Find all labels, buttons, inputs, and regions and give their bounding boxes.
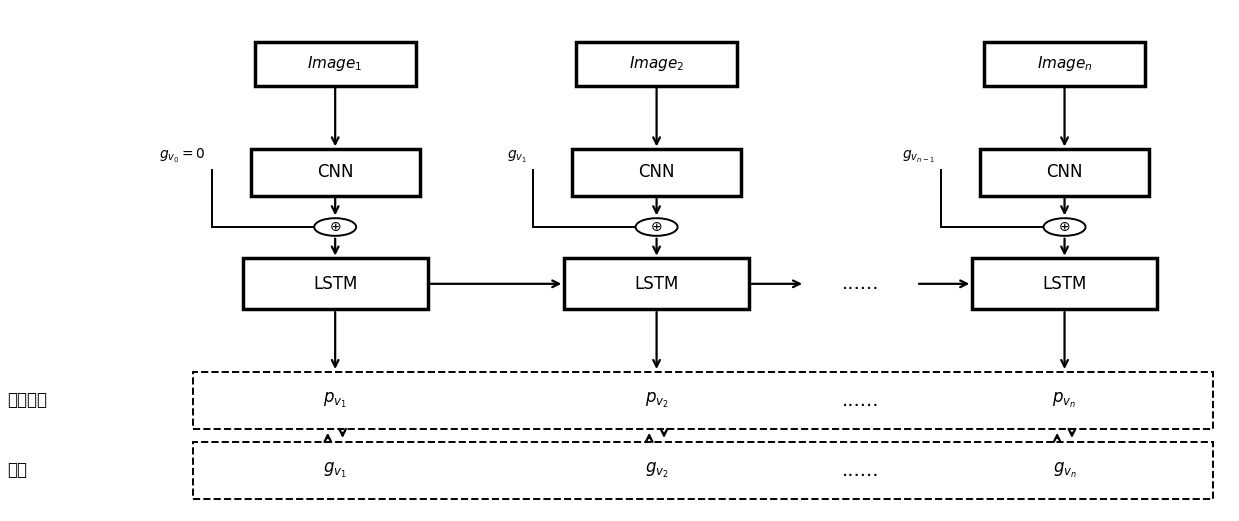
FancyBboxPatch shape xyxy=(564,258,750,309)
Text: LSTM: LSTM xyxy=(1042,275,1087,293)
Text: $g_{v_n}$: $g_{v_n}$ xyxy=(1052,461,1077,480)
FancyBboxPatch shape xyxy=(973,258,1157,309)
Text: $p_{v_2}$: $p_{v_2}$ xyxy=(644,391,669,410)
Text: CNN: CNN xyxy=(317,164,353,181)
Text: CNN: CNN xyxy=(638,164,675,181)
FancyBboxPatch shape xyxy=(193,442,1213,499)
Text: ......: ...... xyxy=(841,391,880,410)
FancyBboxPatch shape xyxy=(980,150,1149,195)
FancyBboxPatch shape xyxy=(255,42,415,85)
FancyBboxPatch shape xyxy=(243,258,427,309)
Text: CNN: CNN xyxy=(1046,164,1083,181)
Text: LSTM: LSTM xyxy=(634,275,679,293)
Circle shape xyxy=(315,218,356,236)
Circle shape xyxy=(1043,218,1085,236)
Text: $\mathit{Image}_{2}$: $\mathit{Image}_{2}$ xyxy=(629,54,684,73)
Text: $g_{v_2}$: $g_{v_2}$ xyxy=(644,461,669,480)
Text: $\oplus$: $\oplus$ xyxy=(330,220,342,234)
Text: $g_{v_1}$: $g_{v_1}$ xyxy=(323,461,347,480)
Text: ......: ...... xyxy=(841,275,880,293)
Circle shape xyxy=(636,218,678,236)
FancyBboxPatch shape xyxy=(984,42,1145,85)
Text: ......: ...... xyxy=(841,461,880,480)
FancyBboxPatch shape xyxy=(250,150,420,195)
FancyBboxPatch shape xyxy=(576,42,737,85)
Text: $p_{v_1}$: $p_{v_1}$ xyxy=(323,391,347,410)
Text: $\mathit{Image}_{1}$: $\mathit{Image}_{1}$ xyxy=(307,54,363,73)
Text: $\mathit{Image}_{n}$: $\mathit{Image}_{n}$ xyxy=(1037,54,1093,73)
FancyBboxPatch shape xyxy=(572,150,741,195)
Text: LSTM: LSTM xyxy=(313,275,357,293)
Text: $g_{v_0} = 0$: $g_{v_0} = 0$ xyxy=(160,147,206,165)
Text: $\oplus$: $\oplus$ xyxy=(650,220,663,234)
Text: $\oplus$: $\oplus$ xyxy=(1058,220,1070,234)
Text: $p_{v_n}$: $p_{v_n}$ xyxy=(1052,391,1077,410)
Text: $g_{v_1}$: $g_{v_1}$ xyxy=(507,148,527,165)
Text: 真值: 真值 xyxy=(7,462,27,479)
Text: $g_{v_{n-1}}$: $g_{v_{n-1}}$ xyxy=(902,148,935,165)
Text: 模型输出: 模型输出 xyxy=(7,391,47,410)
FancyBboxPatch shape xyxy=(193,372,1213,429)
